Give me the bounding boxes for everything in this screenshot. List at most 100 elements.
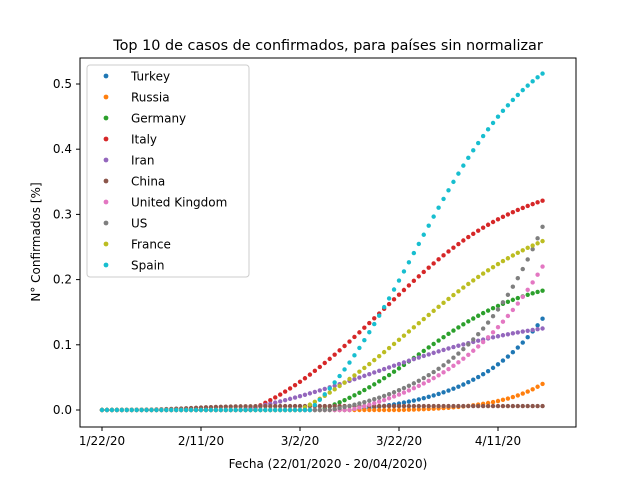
data-point-us: [500, 300, 506, 305]
data-point-france: [337, 383, 342, 389]
legend-label: Italy: [131, 133, 157, 147]
data-point-germany: [426, 345, 431, 350]
data-point-spain: [198, 407, 204, 413]
x-tick-label: 3/22/20: [376, 434, 422, 448]
data-point-spain: [243, 407, 248, 413]
data-point-united-kingdom: [510, 307, 516, 313]
data-point-united-kingdom: [525, 287, 530, 293]
data-point-united-kingdom: [500, 319, 506, 324]
data-point-united-kingdom: [421, 381, 426, 386]
data-point-france: [386, 345, 392, 351]
data-point-spain: [268, 407, 273, 413]
data-point-us: [426, 372, 431, 378]
data-point-iran: [282, 397, 288, 403]
data-point-iran: [406, 358, 412, 363]
data-point-united-kingdom: [520, 294, 525, 300]
data-point-china: [297, 403, 303, 409]
data-point-turkey: [451, 386, 456, 391]
data-point-united-kingdom: [490, 330, 496, 335]
data-point-italy: [535, 200, 540, 205]
data-point-us: [490, 314, 496, 319]
data-point-turkey: [540, 316, 545, 321]
data-point-iran: [381, 366, 387, 372]
data-point-russia: [362, 407, 367, 413]
data-point-germany: [451, 328, 456, 333]
data-point-italy: [520, 205, 525, 211]
data-point-germany: [357, 390, 362, 395]
data-point-italy: [332, 352, 337, 357]
data-point-united-kingdom: [530, 280, 535, 285]
data-point-france: [312, 399, 318, 404]
data-point-france: [347, 376, 352, 382]
data-point-us: [357, 401, 362, 406]
data-point-russia: [381, 407, 387, 413]
data-point-united-kingdom: [372, 401, 377, 406]
data-point-spain: [307, 407, 313, 413]
data-point-italy: [416, 274, 421, 279]
data-point-france: [456, 289, 461, 294]
data-point-russia: [386, 407, 392, 413]
data-point-iran: [421, 353, 426, 359]
data-point-turkey: [441, 390, 446, 395]
data-point-us: [367, 398, 372, 403]
data-point-us: [381, 393, 387, 399]
data-point-germany: [495, 303, 501, 309]
y-tick-label: 0.1: [53, 338, 72, 352]
data-point-italy: [273, 395, 278, 400]
data-point-united-kingdom: [436, 373, 441, 378]
data-point-united-kingdom: [362, 403, 367, 409]
data-point-china: [213, 404, 219, 410]
data-point-spain: [436, 205, 441, 210]
data-point-united-kingdom: [396, 392, 402, 397]
data-point-iran: [431, 350, 436, 356]
legend-marker: [103, 94, 109, 100]
data-point-germany: [490, 306, 496, 311]
data-point-iran: [287, 396, 293, 402]
data-point-spain: [480, 133, 486, 139]
data-point-france: [401, 333, 407, 338]
data-point-china: [238, 404, 243, 409]
data-point-france: [411, 325, 417, 330]
data-point-spain: [297, 407, 303, 413]
data-point-us: [441, 363, 446, 368]
data-point-us: [332, 406, 337, 412]
y-tick-label: 0.4: [53, 142, 72, 156]
data-point-italy: [312, 368, 318, 374]
data-point-turkey: [416, 397, 421, 402]
data-point-spain: [396, 278, 402, 283]
data-point-spain: [159, 407, 164, 413]
data-point-russia: [485, 400, 491, 406]
data-point-us: [436, 366, 441, 371]
data-point-spain: [505, 103, 511, 108]
data-point-spain: [292, 407, 298, 413]
data-point-iran: [456, 343, 461, 348]
axis-ticks: 1/22/20 2/11/20 3/2/20 3/22/20 4/11/20 0.0 0.1…: [53, 77, 521, 448]
y-tick-label: 0.3: [53, 207, 72, 221]
data-point-china: [317, 403, 322, 409]
data-point-russia: [391, 407, 397, 413]
data-point-spain: [520, 87, 525, 93]
data-point-germany: [391, 369, 397, 374]
data-point-china: [500, 403, 506, 409]
data-point-italy: [451, 245, 456, 250]
data-point-china: [540, 403, 545, 409]
data-point-italy: [446, 249, 451, 254]
data-point-china: [466, 403, 471, 409]
legend-marker: [103, 241, 109, 247]
data-point-us: [377, 395, 382, 400]
data-point-france: [406, 329, 412, 334]
data-point-united-kingdom: [461, 356, 466, 361]
data-point-turkey: [436, 391, 441, 397]
data-point-italy: [372, 316, 377, 321]
data-point-russia: [406, 407, 412, 412]
data-point-france: [520, 248, 525, 253]
data-point-iran: [530, 327, 535, 333]
data-point-italy: [540, 198, 545, 203]
data-point-france: [381, 349, 387, 355]
data-point-spain: [476, 140, 481, 146]
data-point-russia: [500, 397, 506, 403]
data-point-turkey: [446, 388, 451, 393]
data-point-us: [342, 404, 347, 410]
data-point-spain: [104, 407, 110, 413]
